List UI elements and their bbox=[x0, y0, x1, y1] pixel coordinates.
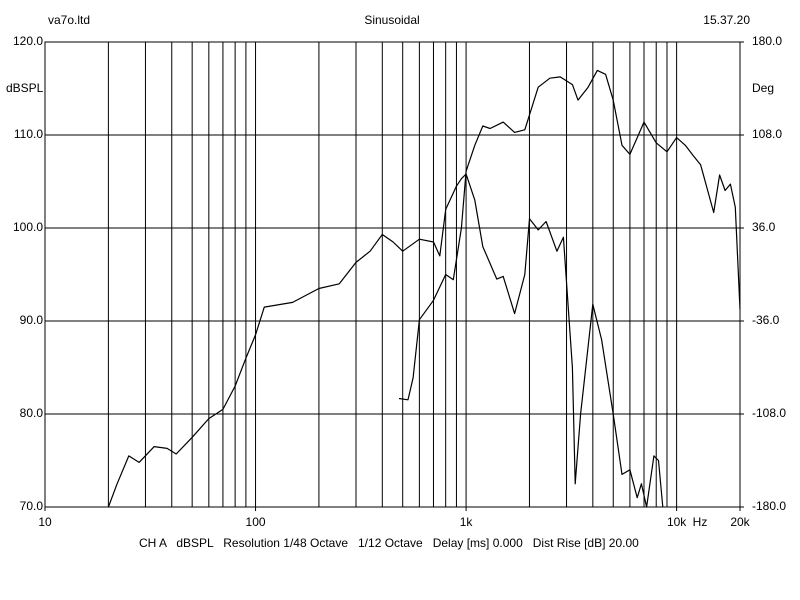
x-tick-label: 100 bbox=[246, 515, 266, 529]
series-line bbox=[107, 173, 664, 508]
x-tick-label: 10k bbox=[667, 515, 687, 529]
y-tick-label: 90.0 bbox=[20, 313, 44, 327]
series-line bbox=[398, 69, 741, 401]
y-axis-label: dBSPL bbox=[6, 81, 44, 95]
y2-tick-label: 180.0 bbox=[752, 34, 782, 48]
y-tick-label: 100.0 bbox=[13, 220, 43, 234]
header-left: va7o.ltd bbox=[48, 13, 90, 27]
footer: CH A dBSPL Resolution 1/48 Octave 1/12 O… bbox=[139, 536, 639, 550]
y2-tick-label: -36.0 bbox=[752, 313, 780, 327]
x-tick-label: 20k bbox=[730, 515, 750, 529]
header-right: 15.37.20 bbox=[703, 13, 750, 27]
plot-frame bbox=[44, 41, 741, 508]
y-tick-label: 70.0 bbox=[20, 499, 44, 513]
chart-title: Sinusoidal bbox=[364, 13, 419, 27]
y2-tick-label: 36.0 bbox=[752, 220, 776, 234]
x-tick-label: 10 bbox=[38, 515, 52, 529]
y-tick-label: 80.0 bbox=[20, 406, 44, 420]
y2-tick-label: -108.0 bbox=[752, 406, 786, 420]
y2-tick-label: 108.0 bbox=[752, 127, 782, 141]
y-tick-label: 120.0 bbox=[13, 34, 43, 48]
y-tick-label: 110.0 bbox=[14, 127, 43, 141]
x-axis-label: Hz bbox=[693, 515, 708, 529]
x-tick-label: 1k bbox=[460, 515, 474, 529]
y2-tick-label: -180.0 bbox=[752, 499, 786, 513]
y2-axis-label: Deg bbox=[752, 81, 774, 95]
